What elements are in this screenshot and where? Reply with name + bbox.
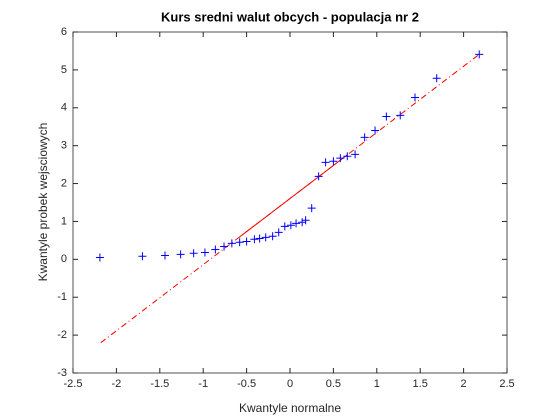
x-tick-label: -0.5	[237, 378, 256, 390]
x-tick-label: -2.5	[64, 378, 83, 390]
point	[292, 219, 301, 228]
x-tick-label: 2	[461, 378, 467, 390]
point	[410, 93, 419, 102]
x-axis-label: Kwantyle normalne	[239, 401, 341, 415]
x-tick-label: 0.5	[326, 378, 341, 390]
point	[280, 222, 289, 231]
point	[371, 126, 380, 135]
plot-area	[72, 31, 508, 374]
y-tick-label: 3	[61, 140, 67, 152]
point	[255, 234, 264, 243]
point	[475, 50, 484, 59]
chart-title: Kurs sredni walut obcych - populacja nr …	[161, 9, 419, 24]
point	[321, 158, 330, 167]
point	[351, 150, 360, 159]
y-tick-label: 2	[61, 177, 67, 189]
x-tick-label: -1	[198, 378, 208, 390]
point	[200, 248, 209, 257]
point	[314, 172, 323, 181]
x-tick-label: -2	[112, 378, 122, 390]
y-axis-label: Kwantyle probek wejsciowych	[36, 123, 50, 282]
point	[189, 249, 198, 258]
point	[95, 253, 104, 262]
point	[360, 133, 369, 142]
point	[307, 204, 316, 213]
reference-line-solid	[239, 154, 348, 238]
point	[227, 239, 236, 248]
point	[176, 250, 185, 259]
x-tick-label: -1.5	[150, 378, 169, 390]
point	[396, 111, 405, 120]
point	[250, 235, 259, 244]
point	[220, 242, 229, 251]
y-tick-label: 0	[61, 253, 67, 265]
point	[286, 221, 295, 230]
point	[336, 154, 345, 163]
point	[274, 228, 283, 237]
point	[301, 216, 310, 225]
point	[242, 237, 251, 246]
point	[329, 157, 338, 166]
y-tick-label: 5	[61, 64, 67, 76]
point	[343, 152, 352, 161]
x-tick-label: 1	[374, 378, 380, 390]
x-tick-label: 1.5	[413, 378, 428, 390]
y-tick-label: 1	[61, 215, 67, 227]
point	[382, 112, 391, 121]
y-tick-label: 4	[61, 102, 67, 114]
point	[268, 232, 277, 241]
x-tick-label: 2.5	[499, 378, 514, 390]
point	[298, 218, 307, 227]
point	[138, 252, 147, 261]
y-tick-label: 6	[61, 26, 67, 38]
y-tick-label: -3	[57, 367, 67, 379]
x-tick-label: 0	[287, 378, 293, 390]
point	[235, 238, 244, 247]
point	[211, 245, 220, 254]
point	[261, 233, 270, 242]
y-tick-label: -2	[57, 329, 67, 341]
point	[432, 74, 441, 83]
point	[161, 251, 170, 260]
y-tick-label: -1	[57, 291, 67, 303]
